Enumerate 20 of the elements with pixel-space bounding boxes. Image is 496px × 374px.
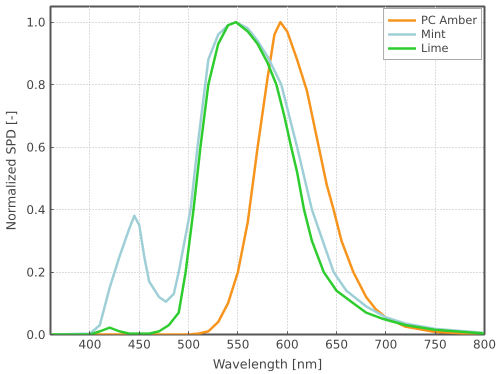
y-tick-label: 0.4 <box>26 203 46 218</box>
x-tick-label: 750 <box>424 338 447 352</box>
legend-label: PC Amber <box>421 13 477 27</box>
x-tick-label: 600 <box>276 338 299 352</box>
y-tick-label: 0.6 <box>26 140 46 155</box>
x-axis-title: Wavelength [nm] <box>212 356 322 372</box>
y-axis-title: Normalized SPD [-] <box>3 110 18 230</box>
y-tick-label: 0.8 <box>26 78 46 92</box>
legend-label: Mint <box>421 27 446 41</box>
x-tick-label: 650 <box>325 338 348 352</box>
y-tick-label: 1.0 <box>26 16 46 30</box>
x-tick-label: 400 <box>78 338 102 352</box>
x-tick-label: 450 <box>128 338 151 352</box>
x-tick-label: 700 <box>374 338 398 352</box>
y-tick-label: 0.0 <box>26 328 46 342</box>
x-tick-label: 800 <box>473 338 496 352</box>
x-tick-label: 500 <box>177 338 200 352</box>
legend-label: Lime <box>421 41 449 55</box>
y-tick-label: 0.2 <box>26 266 46 280</box>
x-tick-label: 550 <box>226 338 250 352</box>
